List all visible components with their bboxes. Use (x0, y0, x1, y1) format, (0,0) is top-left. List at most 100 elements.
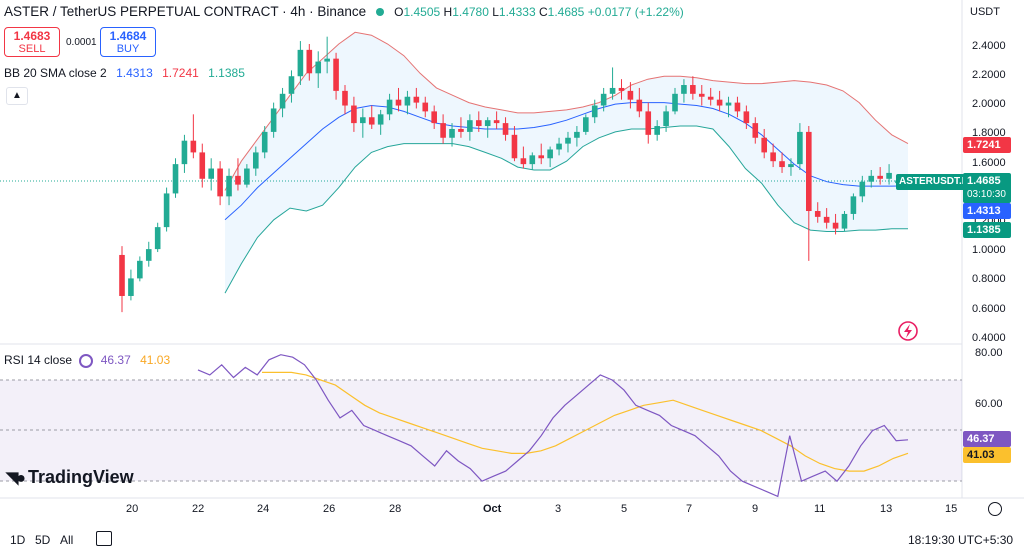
candle-body (690, 85, 696, 94)
candle-body (832, 222, 839, 229)
candle-body (458, 128, 464, 132)
price-tick: 0.6000 (972, 303, 1006, 315)
time-tick: 20 (126, 503, 139, 515)
spread-value: 0.0001 (66, 37, 97, 48)
candle-body (627, 90, 634, 100)
rsi-tick: 60.00 (975, 398, 1003, 410)
price-tick: 2.0000 (972, 98, 1006, 110)
candle-body (636, 99, 643, 112)
candle-body (877, 175, 883, 179)
rsi-lines-layer (197, 354, 909, 498)
candle-body (502, 123, 509, 135)
price-tick: 1.6000 (972, 157, 1006, 169)
bb-basis-value: 1.4313 (116, 66, 153, 80)
close-label: C (538, 4, 548, 19)
candle-body (440, 123, 446, 138)
bb-lower-value: 1.1385 (208, 66, 245, 80)
candle-body (226, 175, 232, 197)
tradingview-logo[interactable]: ◥● TradingView (6, 467, 134, 488)
candle-body (493, 120, 500, 124)
time-tick: 3 (555, 503, 562, 515)
candle-body (404, 96, 411, 106)
change-value: +0.0177 (+1.22%) (587, 4, 684, 19)
rsi-settings-icon[interactable] (79, 353, 94, 368)
buy-label: BUY (116, 43, 140, 55)
last-price-value: 1.4685 (967, 175, 1001, 187)
time-tick: 26 (323, 503, 336, 515)
range-5d[interactable]: 5D (35, 533, 51, 547)
candle-body (654, 126, 660, 135)
time-tick: 22 (192, 503, 205, 515)
candle-body (119, 254, 125, 296)
price-tick: 1.0000 (972, 244, 1006, 256)
open-value: 1.4505 (403, 4, 441, 19)
bb-basis-line (224, 102, 909, 221)
candle-body (297, 49, 304, 77)
symbol-title[interactable]: ASTER / TetherUS PERPETUAL CONTRACT · 4h… (4, 4, 367, 19)
range-1d[interactable]: 1D (10, 533, 26, 547)
rsi-line (197, 354, 909, 498)
open-label: O (394, 4, 404, 19)
candle-body (681, 85, 687, 94)
candle-body (128, 278, 134, 296)
buy-button[interactable]: 1.4684 BUY (100, 27, 156, 57)
bb-upper-line (224, 31, 909, 191)
candle-body (618, 87, 625, 91)
bb-lower-line (224, 125, 908, 294)
clock[interactable]: 18:19:30 UTC+5:30 (908, 533, 1014, 547)
candle-body (823, 216, 830, 223)
candle-body (886, 172, 892, 179)
candle-body (377, 114, 384, 125)
candle-body (859, 181, 866, 197)
ohlc-readout: O1.4505 H1.4780 L1.4333 C1.4685 +0.0177 … (394, 5, 684, 19)
candle-body (574, 131, 580, 138)
bar-countdown: 03:10:30 (967, 189, 1006, 200)
candle-body (154, 227, 161, 250)
candle-body (395, 99, 402, 106)
candles-layer (119, 36, 901, 313)
candle-body (422, 102, 429, 112)
candle-body (707, 96, 714, 100)
date-range-calendar-icon[interactable] (96, 531, 112, 546)
tv-logo-icon: ◥● (6, 469, 26, 487)
candle-body (368, 117, 375, 125)
candle-body (770, 152, 776, 162)
time-tick: 9 (752, 503, 759, 515)
rsi-ma-line (262, 371, 909, 472)
rsi-legend[interactable]: RSI 14 close 46.37 41.03 (4, 353, 170, 368)
price-tick: 0.8000 (972, 273, 1006, 285)
candle-body (235, 175, 241, 185)
close-value: 1.4685 (547, 4, 585, 19)
time-tick: 7 (686, 503, 693, 515)
candle-body (868, 175, 875, 182)
rsi-ma-tag: 41.03 (963, 447, 1011, 463)
candle-body (591, 105, 598, 118)
candle-body (698, 93, 705, 97)
bb-upper-value: 1.7241 (162, 66, 199, 80)
candle-body (360, 117, 366, 124)
range-all[interactable]: All (60, 533, 74, 547)
candle-body (743, 111, 750, 124)
candle-body (244, 168, 250, 185)
bb-legend[interactable]: BB 20 SMA close 2 1.4313 1.7241 1.1385 (4, 66, 245, 80)
candle-body (645, 111, 652, 135)
time-tick: 5 (621, 503, 628, 515)
rsi-tick: 80.00 (975, 347, 1003, 359)
rsi-name: RSI 14 close (4, 353, 73, 367)
sell-button[interactable]: 1.4683 SELL (4, 27, 60, 57)
sell-price: 1.4683 (13, 29, 51, 43)
currency-selector[interactable]: USDT (970, 6, 1000, 18)
candle-body (199, 152, 206, 179)
time-tick: 11 (814, 503, 826, 515)
bb-upper-tag: 1.7241 (963, 137, 1011, 153)
candle-body (172, 164, 179, 194)
bb-lines-layer (224, 31, 909, 294)
candle-body (725, 102, 732, 106)
price-tick: 0.4000 (972, 332, 1006, 344)
rsi-ma-value: 41.03 (140, 353, 171, 367)
candle-body (190, 140, 197, 153)
settings-gear-icon[interactable] (988, 502, 1002, 516)
flash-icon[interactable] (898, 321, 918, 341)
collapse-legend-button[interactable]: ▲ (6, 87, 28, 105)
